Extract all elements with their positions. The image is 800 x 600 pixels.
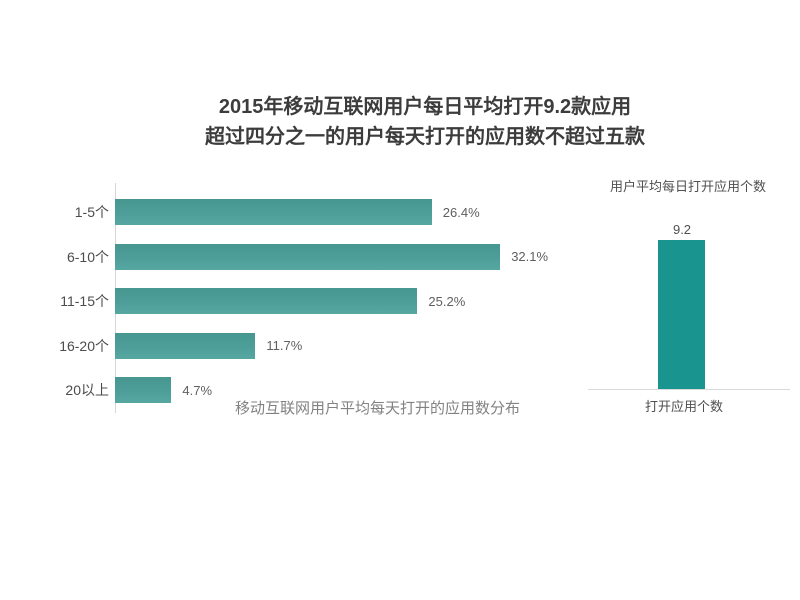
average-chart-title: 用户平均每日打开应用个数 [609,179,767,194]
bar-16-20 [115,332,256,359]
value-label: 4.7% [182,382,213,398]
bar-6-10 [115,243,501,270]
bar-1-5 [115,199,432,225]
bar-row: 16-20个 11.7% [47,332,548,359]
category-label: 11-15个 [60,293,109,309]
x-axis-line [588,389,790,390]
average-bar [658,240,705,390]
value-label: 26.4% [442,204,480,220]
category-label: 20以上 [65,382,109,398]
distribution-bar-chart: 1-5个 26.4% 6-10个 32.1% 11-15个 25.2% 16-2… [47,199,548,403]
category-label: 16-20个 [59,337,109,354]
bar-row: 6-10个 32.1% [47,243,549,270]
bar-11-15 [115,288,418,314]
chart-title-line1: 2015年移动互联网用户每日平均打开9.2款应用 [218,96,632,118]
chart-title-line2: 超过四分之一的用户每天打开的应用数不超过五款 [205,126,645,148]
average-value-label: 9.2 [672,222,692,237]
distribution-chart-caption: 移动互联网用户平均每天打开的应用数分布 [235,400,521,417]
chart-title: 2015年移动互联网用户每日平均打开9.2款应用 超过四分之一的用户每天打开的应… [205,92,645,152]
bar-row: 1-5个 26.4% [47,199,548,225]
value-label: 11.7% [266,338,303,353]
bar-row: 20以上 4.7% [47,377,548,403]
category-label: 1-5个 [74,204,109,220]
value-label: 25.2% [428,293,466,309]
value-label: 32.1% [511,249,549,264]
bar-20-plus [115,377,172,403]
category-label: 6-10个 [66,248,109,265]
bar-row: 11-15个 25.2% [47,288,548,314]
average-chart-xlabel: 打开应用个数 [644,399,724,414]
